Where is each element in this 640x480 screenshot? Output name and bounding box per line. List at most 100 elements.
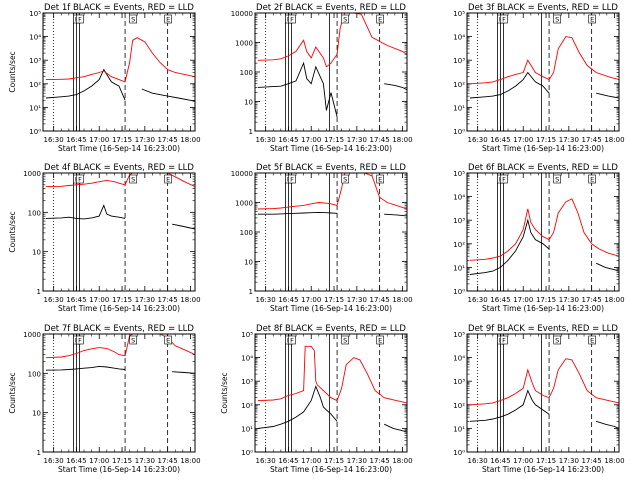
events-series-line <box>469 389 619 429</box>
x-tick-label: 17:15 <box>536 296 556 304</box>
panel-det-2: Det 2f BLACK = Events, RED = LLD 1 10 100 10… <box>231 3 413 153</box>
x-tick-label: 17:45 <box>370 136 390 144</box>
y-tick-label: 10 <box>244 259 253 267</box>
flag-marker-label: E <box>378 176 382 184</box>
panel-plot-area <box>45 334 195 452</box>
y-tick-label: 1 <box>37 288 41 296</box>
panel-det-8: Det 8f BLACK = Events, RED = LLD Counts/s… <box>220 324 413 474</box>
flag-marker: F <box>500 335 508 345</box>
panel-det-9: Det 9f BLACK = Events, RED = LLD 10⁰ 10¹ 10… <box>453 324 624 474</box>
flag-marker-label: F <box>502 337 506 345</box>
flag-marker: F <box>288 14 296 24</box>
x-tick-label: 17:00 <box>513 457 533 465</box>
x-tick-label: 17:30 <box>347 457 367 465</box>
x-tick-label: 16:30 <box>468 136 488 144</box>
flag-marker: S <box>129 335 137 345</box>
flag-marker: E <box>164 335 172 345</box>
flag-marker: E <box>376 174 384 184</box>
panel-plot-area <box>257 173 407 291</box>
flag-marker: E <box>164 14 172 24</box>
flag-marker: E <box>164 174 172 184</box>
flag-marker: F <box>76 14 84 24</box>
x-tick-label: 17:30 <box>559 136 579 144</box>
y-axis-label: Counts/sec <box>8 211 17 252</box>
events-series-line <box>45 68 195 102</box>
flag-marker-label: F <box>290 337 294 345</box>
x-tick-label: 17:45 <box>582 136 602 144</box>
x-tick-label: 16:30 <box>44 457 64 465</box>
plot-frame <box>254 333 408 453</box>
x-tick-label: 17:30 <box>135 457 155 465</box>
flag-marker-box <box>164 335 172 345</box>
flag-marker: E <box>588 14 596 24</box>
y-tick-label: 10⁰ <box>241 449 253 457</box>
x-tick-label: 17:00 <box>89 296 109 304</box>
y-tick-label: 10³ <box>453 217 465 225</box>
flag-marker: S <box>341 14 349 24</box>
x-tick-label: 16:45 <box>278 136 298 144</box>
events-series-line <box>45 365 195 374</box>
y-tick-label: 1000 <box>235 40 253 48</box>
y-tick-label: 10³ <box>241 378 253 386</box>
panel-title: Det 3f BLACK = Events, RED = LLD <box>468 3 618 13</box>
x-tick-label: 17:30 <box>347 296 367 304</box>
y-tick-label: 100 <box>28 370 41 378</box>
flag-marker-label: E <box>590 337 594 345</box>
x-tick-label: 17:00 <box>301 296 321 304</box>
x-tick-label: 17:45 <box>158 136 178 144</box>
flag-marker-label: F <box>78 16 82 24</box>
flag-marker-label: F <box>502 16 506 24</box>
x-tick-label: 17:45 <box>582 296 602 304</box>
x-tick-label: 16:45 <box>66 296 86 304</box>
flag-marker: S <box>129 14 137 24</box>
x-tick-label: 17:30 <box>559 296 579 304</box>
flag-marker: E <box>376 335 384 345</box>
plot-frame <box>42 333 196 453</box>
flag-marker-box <box>376 174 384 184</box>
panel-plot-area <box>469 334 619 452</box>
x-tick-label: 17:45 <box>158 457 178 465</box>
panel-title: Det 8f BLACK = Events, RED = LLD <box>256 324 406 334</box>
x-tick-label: 17:45 <box>158 296 178 304</box>
panel-title: Det 4f BLACK = Events, RED = LLD <box>44 163 194 173</box>
x-tick-label: 16:45 <box>278 296 298 304</box>
y-tick-label: 10⁰ <box>453 449 465 457</box>
x-tick-label: 16:30 <box>256 136 276 144</box>
flag-marker-label: E <box>590 176 594 184</box>
y-tick-label: 1000 <box>23 331 41 339</box>
x-tick-label: 16:30 <box>44 136 64 144</box>
lld-series-line <box>469 198 619 261</box>
y-axis-label: Counts/sec <box>8 51 17 92</box>
x-tick-label: 18:00 <box>392 457 412 465</box>
x-tick-label: 17:00 <box>513 296 533 304</box>
flag-marker-box <box>553 174 561 184</box>
x-axis-label: Start Time (16-Sep-14 16:23:00) <box>270 304 392 313</box>
x-tick-label: 16:45 <box>278 457 298 465</box>
flag-marker-label: S <box>555 176 559 184</box>
y-tick-label: 10⁵ <box>453 10 465 18</box>
flag-marker-box <box>76 335 84 345</box>
x-tick-label: 18:00 <box>180 136 200 144</box>
x-axis-label: Start Time (16-Sep-14 16:23:00) <box>482 304 604 313</box>
flag-marker-box <box>376 14 384 24</box>
flag-marker-box <box>341 174 349 184</box>
flag-marker: F <box>76 335 84 345</box>
panel-det-7: Det 7f BLACK = Events, RED = LLD Counts/s… <box>8 324 201 474</box>
y-tick-label: 10 <box>244 99 253 107</box>
flag-marker-box <box>288 174 296 184</box>
flag-marker-label: E <box>378 16 382 24</box>
y-tick-label: 1 <box>249 288 253 296</box>
x-axis-label: Start Time (16-Sep-14 16:23:00) <box>270 144 392 153</box>
y-tick-label: 10⁴ <box>241 355 253 363</box>
flag-marker-label: F <box>290 16 294 24</box>
flag-marker-box <box>588 335 596 345</box>
x-axis-label: Start Time (16-Sep-14 16:23:00) <box>482 144 604 153</box>
panel-plot-area <box>45 173 195 291</box>
flag-marker-label: S <box>555 337 559 345</box>
y-tick-label: 10⁴ <box>453 34 465 42</box>
events-series-line <box>45 204 195 230</box>
y-tick-label: 10000 <box>231 170 253 178</box>
x-axis-label: Start Time (16-Sep-14 16:23:00) <box>58 144 180 153</box>
y-tick-label: 10¹ <box>29 104 41 112</box>
x-tick-label: 18:00 <box>180 457 200 465</box>
